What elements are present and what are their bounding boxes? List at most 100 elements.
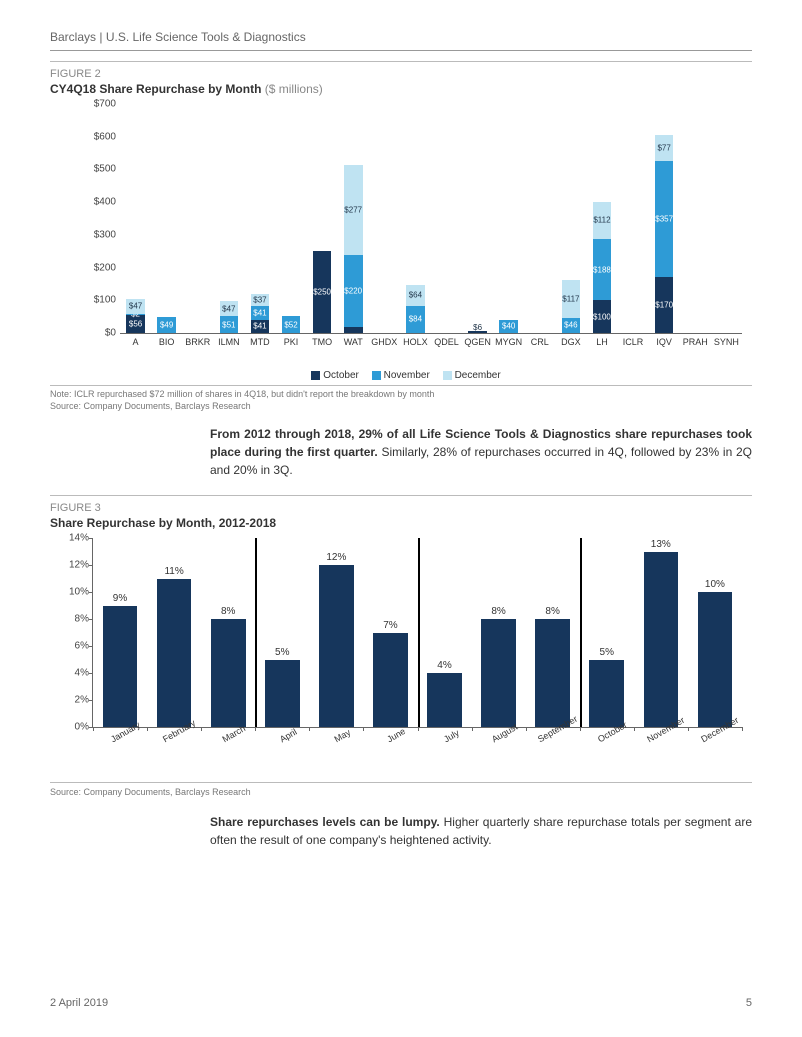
figure2-column: LH$100$188$112 [586,104,617,333]
figure3-source: Source: Company Documents, Barclays Rese… [50,782,752,797]
figure2-column: BIO$49 [151,104,182,333]
figure2-segment-nov: $2 [126,314,145,315]
figure2-segment-nov: $49 [157,317,176,333]
figure3-title-bold: Share Repurchase by Month, 2012-2018 [50,516,276,530]
figure2-value-label: $64 [409,291,422,300]
figure2-plot-area: A$56$2$47BIO$49BRKRILMN$51$47MTD$41$41$3… [120,104,742,334]
figure2-ytick: $400 [94,197,120,208]
figure3-bar: 9% [103,606,138,728]
figure2-xlabel: BRKR [185,333,210,347]
figure2-xlabel: A [133,333,139,347]
figure2-segment-nov: $51 [220,316,239,333]
legend-swatch-december [443,371,452,380]
figure2-note: Note: ICLR repurchased $72 million of sh… [50,385,752,399]
figure2-value-label: $117 [562,294,579,303]
figure2-ytick: $700 [94,99,120,110]
figure2-ytick: $100 [94,295,120,306]
figure2-segment-dec: $64 [406,285,425,306]
figure3-quarter-divider [418,538,420,727]
figure3-title: Share Repurchase by Month, 2012-2018 [50,516,752,530]
figure2-value-label: $277 [344,205,362,214]
figure2-xlabel: LH [596,333,608,347]
figure2-segment-dec: $277 [344,165,363,256]
figure3-column: 8%March [201,538,255,727]
figure2-value-label: $41 [253,308,266,317]
figure2-xlabel: TMO [312,333,332,347]
figure2-value-label: $40 [502,322,515,331]
figure3-bar: 13% [644,552,679,728]
figure2-segment-nov: $40 [499,320,518,333]
figure2-xlabel: PKI [284,333,299,347]
legend-label-october: October [323,370,359,381]
figure2-value-label: $6 [473,323,482,332]
figure3-value-label: 5% [600,647,614,660]
figure2-xlabel: SYNH [714,333,739,347]
figure2-column: QDEL [431,104,462,333]
figure3-column: 4%July [417,538,471,727]
figure2-segment-oct: $250 [313,251,332,333]
footer-page: 5 [746,997,752,1009]
figure2-segment-nov: $46 [562,318,581,333]
figure2-column: ILMN$51$47 [213,104,244,333]
figure2-segment-dec: $37 [251,294,270,306]
figure2-segment-nov: $188 [593,239,612,301]
figure2-ytick: $600 [94,131,120,142]
figure3-column: 10%December [688,538,742,727]
figure2-xlabel: ILMN [218,333,240,347]
figure2-value-label: $49 [160,320,173,329]
figure2-value-label: $37 [253,296,266,305]
figure2-value-label: $47 [222,304,235,313]
figure2-column: CRL [524,104,555,333]
legend-label-december: December [455,370,501,381]
legend-swatch-october [311,371,320,380]
figure2-segment-dec: $77 [655,135,674,160]
figure3-bar: 7% [373,633,408,728]
figure2-title-unit: ($ millions) [261,82,322,96]
figure2-segment-oct [344,327,363,333]
header-sep: | [96,30,106,44]
figure2-xlabel: WAT [344,333,363,347]
figure3-value-label: 10% [705,579,725,592]
figure2-title: CY4Q18 Share Repurchase by Month ($ mill… [50,82,752,96]
figure2-column: MYGN$40 [493,104,524,333]
header-rule [50,50,752,51]
figure2-value-label: $46 [564,321,577,330]
figure3-chart: 9%January11%February8%March5%April12%May… [60,538,742,768]
figure2-column: PRAH [680,104,711,333]
figure2-xlabel: BIO [159,333,175,347]
figure2-chart: A$56$2$47BIO$49BRKRILMN$51$47MTD$41$41$3… [80,104,742,364]
figure2-value-label: $170 [655,301,673,310]
figure2-column: BRKR [182,104,213,333]
figure2-xlabel: HOLX [403,333,428,347]
figure3-plot-area: 9%January11%February8%March5%April12%May… [92,538,742,728]
figure2-value-label: $56 [129,319,142,328]
figure2-segment-oct: $41 [251,320,270,333]
figure3-column: 8%September [526,538,580,727]
figure2-segment-oct: $6 [468,331,487,333]
figure3-value-label: 8% [221,606,235,619]
figure3-value-label: 7% [383,620,397,633]
figure2-legend: October November December [50,370,752,381]
paragraph-1: From 2012 through 2018, 29% of all Life … [210,425,752,479]
figure2-title-bold: CY4Q18 Share Repurchase by Month [50,82,261,96]
figure3-value-label: 13% [651,539,671,552]
figure2-column: PKI$52 [275,104,306,333]
figure2-segment-nov: $41 [251,306,270,319]
figure2-xlabel: MYGN [495,333,522,347]
figure3-value-label: 9% [113,593,127,606]
figure2-value-label: $250 [313,288,331,297]
figure2-segment-dec: $47 [126,299,145,314]
figure2-value-label: $47 [129,302,142,311]
figure2-column: WAT$220$277 [338,104,369,333]
figure3-value-label: 12% [326,552,346,565]
figure2-segment-oct: $100 [593,300,612,333]
figure2-ytick: $200 [94,262,120,273]
figure3-value-label: 8% [491,606,505,619]
figure2-column: A$56$2$47 [120,104,151,333]
figure3-bar: 5% [265,660,300,728]
figure2-xlabel: QDEL [434,333,459,347]
figure3-column: 5%October [580,538,634,727]
figure2-column: MTD$41$41$37 [244,104,275,333]
figure2-value-label: $188 [593,265,611,274]
figure2-value-label: $41 [253,322,266,331]
